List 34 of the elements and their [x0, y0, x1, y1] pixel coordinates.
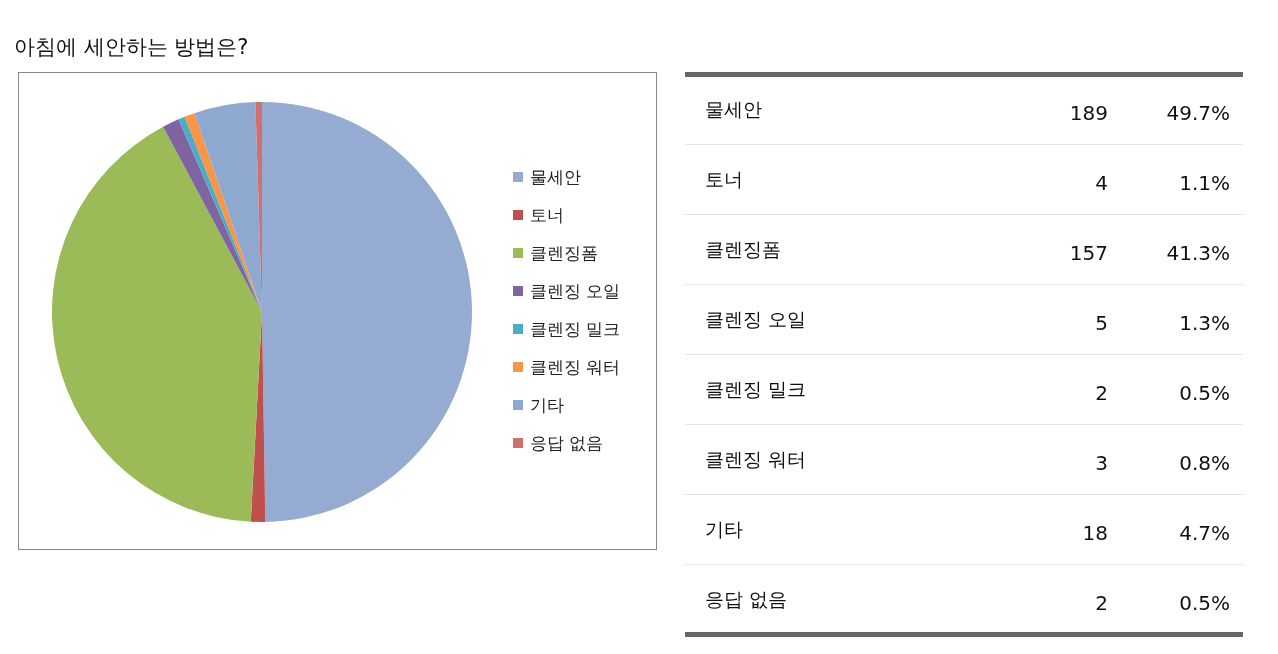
data-label: 189 [1069, 101, 1108, 125]
data-label: 4 [1095, 171, 1108, 195]
category-label: 물세안 [705, 98, 762, 120]
data-label: 1.1% [1179, 171, 1230, 195]
category-label: 클렌징 오일 [705, 308, 807, 330]
category-label: 클렌징 워터 [705, 448, 807, 470]
category-label: 기타 [705, 518, 743, 540]
data-label: 0.5% [1179, 381, 1230, 405]
category-label: 응답 없음 [705, 588, 788, 610]
legend-label: 기타 [530, 395, 564, 415]
data-label: 2 [1095, 591, 1108, 615]
pie-slice [52, 126, 262, 522]
data-label: 41.3% [1166, 241, 1230, 265]
legend-label: 클렌징폼 [530, 243, 598, 263]
data-label: 4.7% [1179, 521, 1230, 545]
category-label: 클렌징폼 [705, 238, 781, 260]
data-label: 2 [1095, 381, 1108, 405]
legend-label: 토너 [530, 205, 564, 225]
legend-label: 클렌징 밀크 [530, 319, 621, 339]
legend-label: 클렌징 워터 [530, 357, 621, 377]
data-label: 49.7% [1166, 101, 1230, 125]
data-label: 5 [1095, 311, 1108, 335]
data-label: 3 [1095, 451, 1108, 475]
data-label: 157 [1069, 241, 1108, 265]
legend-label: 물세안 [530, 167, 581, 187]
chart-title: 아침에 세안하는 방법은? [14, 35, 249, 59]
data-label: 18 [1082, 521, 1108, 545]
category-label: 토너 [705, 168, 743, 190]
legend-label: 클렌징 오일 [530, 281, 621, 301]
data-label: 0.8% [1179, 451, 1230, 475]
data-label: 0.5% [1179, 591, 1230, 615]
legend-label: 응답 없음 [530, 433, 604, 453]
data-label: 1.3% [1179, 311, 1230, 335]
category-label: 클렌징 밀크 [705, 378, 807, 400]
